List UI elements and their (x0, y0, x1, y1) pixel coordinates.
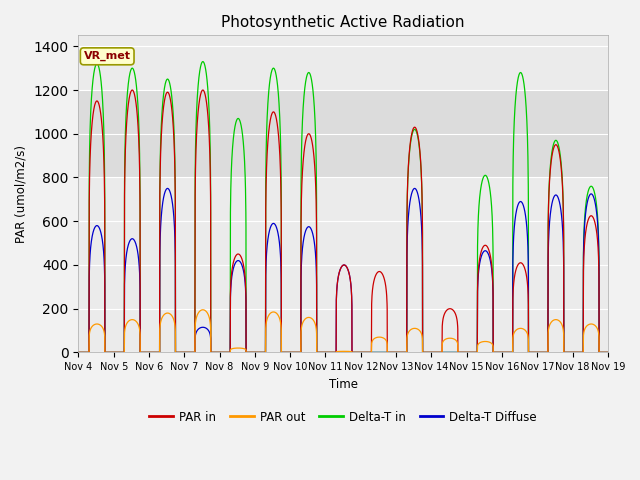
Bar (79, 90, 608, 178)
Legend: PAR in, PAR out, Delta-T in, Delta-T Diffuse: PAR in, PAR out, Delta-T in, Delta-T Dif… (145, 406, 541, 428)
PAR out (604, 349, 612, 355)
PAR out (406, 328, 413, 334)
PAR out (277, 328, 285, 334)
Delta-T Diffuse (555, 197, 563, 203)
Y-axis label: PAR (umol/m2/s): PAR (umol/m2/s) (15, 145, 28, 243)
PAR out (576, 349, 584, 355)
Delta-T in (555, 144, 563, 150)
PAR in (604, 349, 612, 355)
Line: Delta-T in: Delta-T in (79, 61, 608, 352)
Delta-T in (604, 349, 612, 355)
Delta-T Diffuse (576, 349, 584, 355)
Delta-T in (576, 349, 584, 355)
Line: PAR out: PAR out (79, 310, 608, 352)
PAR in (75, 349, 83, 355)
Delta-T Diffuse (75, 349, 83, 355)
PAR out (555, 318, 563, 324)
Delta-T Diffuse (604, 349, 612, 355)
PAR in (277, 221, 285, 227)
Delta-T in (138, 349, 145, 355)
Delta-T in (553, 138, 561, 144)
Delta-T Diffuse (553, 192, 561, 198)
PAR in (129, 87, 136, 93)
Delta-T in (406, 146, 413, 152)
PAR out (138, 349, 145, 355)
Delta-T in (277, 198, 285, 204)
Delta-T Diffuse (138, 349, 145, 355)
Text: VR_met: VR_met (84, 51, 131, 61)
Line: Delta-T Diffuse: Delta-T Diffuse (79, 189, 608, 352)
Line: PAR in: PAR in (79, 90, 608, 352)
PAR out (199, 307, 207, 312)
Delta-T Diffuse (277, 281, 285, 287)
PAR out (75, 349, 83, 355)
PAR out (553, 317, 561, 323)
Title: Photosynthetic Active Radiation: Photosynthetic Active Radiation (221, 15, 465, 30)
PAR in (576, 349, 584, 355)
PAR in (138, 349, 146, 355)
PAR in (406, 144, 413, 150)
PAR in (555, 149, 563, 155)
X-axis label: Time: Time (328, 378, 358, 391)
Delta-T Diffuse (164, 186, 172, 192)
Delta-T in (75, 349, 83, 355)
Delta-T in (199, 59, 207, 64)
PAR in (553, 142, 561, 148)
Delta-T Diffuse (406, 200, 413, 206)
